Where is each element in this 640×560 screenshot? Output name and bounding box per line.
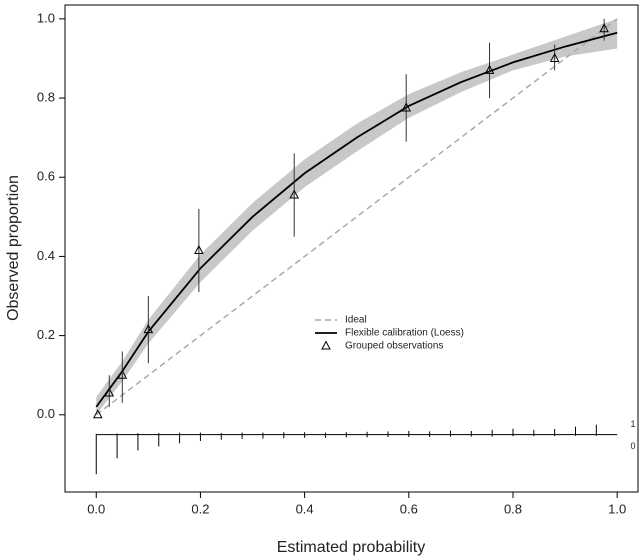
group-point [104,387,115,397]
group-point [117,369,128,379]
rug-label: 1 [630,419,635,429]
y-tick-label: 1.0 [37,10,55,25]
group-point [484,64,495,74]
group-point [599,23,609,33]
y-tick-label: 0.0 [37,406,55,421]
y-axis-title: Observed proportion [5,175,22,321]
ideal-line [95,18,618,416]
x-tick-label: 0.0 [87,501,105,516]
legend-label: Grouped observations [345,341,443,352]
group-point [549,52,560,62]
y-tick-label: 0.8 [37,89,55,104]
legend-group [321,340,331,350]
group-point [194,244,204,254]
y-tick-label: 0.4 [37,248,55,263]
x-axis-title: Estimated probability [277,539,426,556]
x-tick-label: 0.4 [296,501,314,516]
x-tick-label: 0.8 [504,501,522,516]
confidence-band [96,18,618,415]
y-tick-label: 0.6 [37,169,55,184]
plot-frame [64,4,639,493]
y-tick-label: 0.2 [37,327,55,342]
group-point [289,189,300,199]
x-tick-label: 1.0 [608,501,626,516]
group-point [143,324,154,334]
legend-label: Ideal [345,315,367,326]
legend-label: Flexible calibration (Loess) [345,328,464,339]
rug-label: 0 [630,441,635,451]
loess-line [95,31,618,408]
group-point [401,102,412,112]
x-tick-label: 0.6 [400,501,418,516]
group-point [92,409,103,419]
x-tick-label: 0.2 [191,501,209,516]
